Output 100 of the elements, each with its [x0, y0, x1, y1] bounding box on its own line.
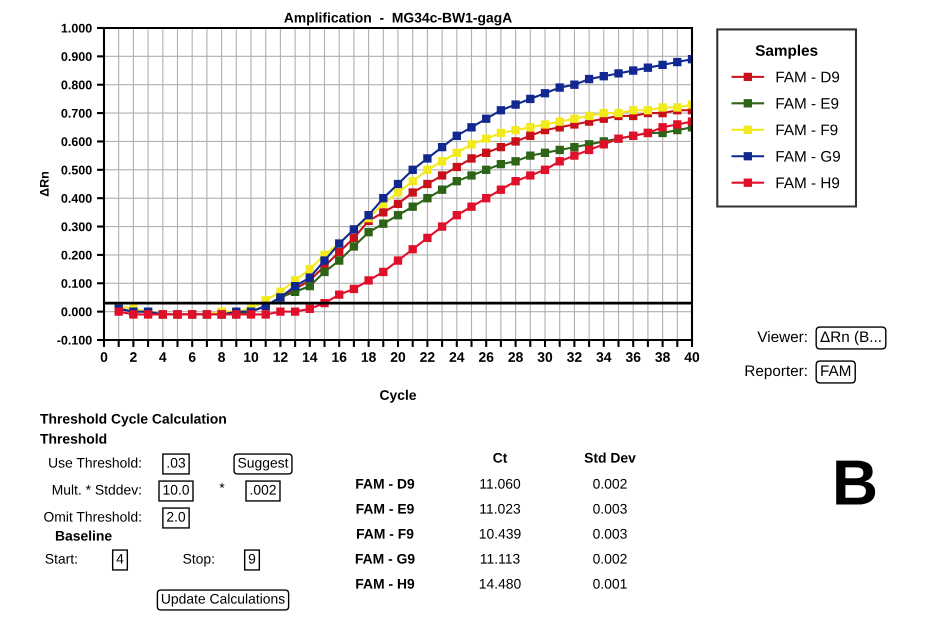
point [614, 108, 623, 118]
point [644, 64, 652, 72]
point [511, 157, 520, 166]
point [511, 137, 520, 146]
point [452, 176, 461, 186]
text: * [220, 483, 224, 488]
point [629, 106, 638, 114]
text: 4 [116, 554, 124, 564]
point [306, 264, 314, 274]
point [526, 151, 534, 160]
point [570, 151, 579, 160]
point [350, 242, 358, 251]
point [556, 157, 564, 166]
text: Stop: [183, 554, 214, 566]
text: Omit Threshold: [44, 512, 141, 522]
point [335, 248, 344, 256]
point [408, 245, 417, 254]
x-tick-label: 18 [362, 352, 376, 362]
point [423, 166, 432, 174]
point [511, 176, 520, 186]
x-tick-label: 32 [566, 352, 582, 362]
text: FAM - D9 [356, 478, 414, 489]
point [600, 108, 608, 118]
point [496, 142, 506, 152]
point [408, 188, 417, 197]
point [438, 222, 446, 231]
point [290, 282, 300, 290]
point [540, 166, 550, 174]
text: Use Threshold: [49, 458, 141, 468]
point [600, 140, 608, 148]
x-tick-label: 30 [538, 352, 552, 362]
point [482, 114, 490, 123]
point [320, 256, 329, 265]
point [467, 154, 476, 163]
point [144, 310, 152, 319]
point [600, 72, 608, 80]
point [526, 171, 534, 180]
point [673, 103, 682, 112]
point [556, 117, 564, 126]
point [584, 74, 594, 84]
x-tick-label: 26 [478, 352, 494, 362]
point [467, 202, 476, 211]
legend-label: FAM - D9 [776, 72, 840, 82]
point [614, 69, 623, 78]
text: Std Dev [584, 452, 636, 463]
point [570, 114, 579, 123]
point [540, 148, 550, 157]
legend-label: FAM - G9 [776, 150, 840, 162]
y-tick-label: 0.200 [61, 250, 92, 260]
point [423, 180, 432, 188]
y-tick-label: 0.700 [61, 108, 92, 118]
point [482, 134, 490, 143]
point [320, 268, 329, 276]
point [394, 188, 402, 197]
point [394, 256, 402, 265]
point [658, 123, 667, 132]
x-tick-label: 38 [655, 352, 670, 362]
point [350, 234, 358, 242]
text: FAM - H9 [356, 578, 414, 589]
point [379, 268, 388, 276]
y-tick-label: 0.400 [61, 194, 92, 203]
text: Update Calculations [162, 594, 285, 606]
text: 14.480 [480, 578, 521, 589]
text: 2.0 [167, 512, 186, 522]
text: B [836, 460, 876, 505]
point [438, 171, 446, 180]
text: Threshold [40, 434, 106, 444]
point [482, 166, 490, 174]
text: FAM [821, 365, 850, 376]
y-tick-label: 1.000 [62, 24, 92, 33]
text: Ct [493, 452, 508, 463]
text: 11.060 [480, 478, 520, 489]
text: Suggest [238, 458, 288, 470]
point [408, 202, 417, 211]
point [526, 94, 534, 104]
y-tick-label: 0.900 [61, 52, 92, 62]
point [379, 208, 388, 217]
x-tick-label: 34 [596, 352, 612, 362]
text: 10.439 [480, 528, 521, 539]
point [658, 103, 667, 112]
x-tick-label: 14 [302, 352, 318, 362]
point [482, 148, 490, 157]
point [526, 123, 534, 132]
x-tick-label: 22 [420, 352, 435, 362]
text: 9 [248, 554, 256, 564]
point [452, 211, 461, 220]
point [423, 154, 432, 163]
point [379, 220, 388, 228]
point [511, 126, 520, 134]
text: Mult. * Stddev: [52, 484, 141, 495]
y-tick-label: -0.100 [57, 336, 92, 345]
chart-title: Amplification - MG34c-BW1-gagA [284, 12, 512, 26]
x-tick-label: 40 [684, 352, 700, 362]
point [658, 60, 667, 70]
text: Viewer: [757, 330, 807, 342]
point [335, 256, 344, 265]
y-tick-label: 0.100 [61, 279, 92, 288]
point [452, 162, 461, 172]
x-axis-title: Cycle [380, 390, 416, 403]
x-tick-label: 6 [188, 352, 196, 362]
